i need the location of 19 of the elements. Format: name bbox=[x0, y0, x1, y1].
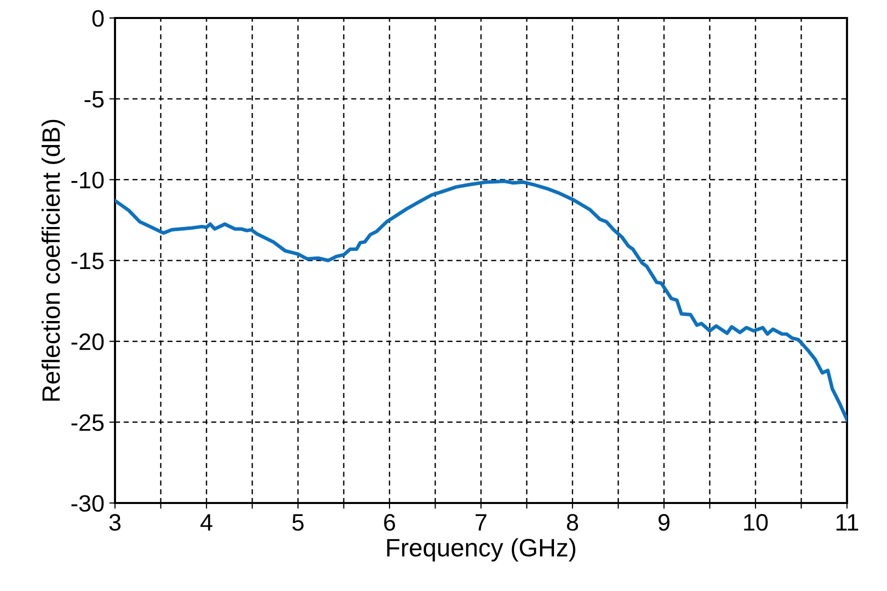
x-tick-label: 9 bbox=[658, 514, 670, 531]
x-tick-label: 10 bbox=[744, 514, 768, 531]
x-tick-label: 5 bbox=[292, 514, 304, 531]
x-tick-label: 4 bbox=[200, 514, 212, 531]
y-tick-label: -25 bbox=[72, 414, 104, 431]
y-tick-label: -20 bbox=[72, 333, 104, 350]
y-tick-label: -10 bbox=[72, 172, 104, 188]
y-tick-label: -5 bbox=[84, 91, 104, 108]
y-tick-label: -15 bbox=[72, 252, 104, 270]
x-tick-label: 11 bbox=[836, 514, 858, 531]
x-tick-label: 3 bbox=[109, 514, 121, 531]
y-tick-label: 0 bbox=[92, 10, 104, 27]
y-tick-label: -30 bbox=[72, 495, 104, 512]
x-tick-label: 6 bbox=[384, 514, 396, 531]
x-axis-title: Frequency (GHz) bbox=[387, 538, 576, 562]
x-tick-label: 7 bbox=[476, 514, 486, 531]
line-series bbox=[115, 180, 847, 422]
x-tick-label: 8 bbox=[566, 514, 578, 531]
y-axis-title: Reflection coefficient (dB) bbox=[42, 120, 65, 401]
